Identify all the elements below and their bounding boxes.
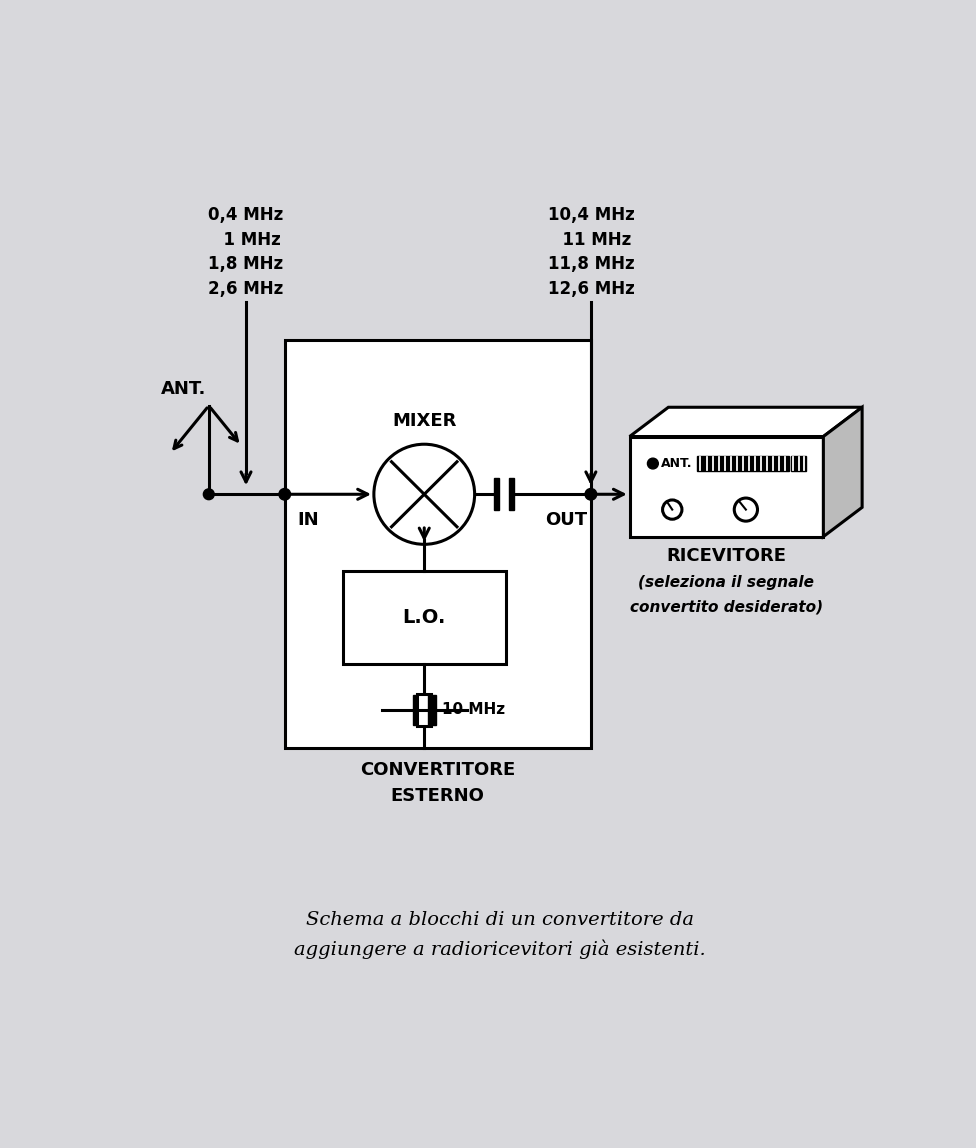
Bar xyxy=(494,478,499,511)
Bar xyxy=(418,693,431,726)
Text: (seleziona il segnale: (seleziona il segnale xyxy=(638,575,815,590)
Bar xyxy=(285,340,590,748)
Polygon shape xyxy=(630,408,862,436)
Bar xyxy=(343,572,506,664)
Text: 10 MHz: 10 MHz xyxy=(442,703,506,718)
Bar xyxy=(428,696,436,724)
Text: ESTERNO: ESTERNO xyxy=(390,786,485,805)
Text: ANT.: ANT. xyxy=(661,457,692,470)
Text: Schema a blocchi di un convertitore da: Schema a blocchi di un convertitore da xyxy=(306,912,694,930)
Text: IN: IN xyxy=(297,511,319,529)
Text: L.O.: L.O. xyxy=(402,608,446,627)
Text: 1,8 MHz: 1,8 MHz xyxy=(209,255,284,273)
Bar xyxy=(698,456,789,471)
Text: CONVERTITORE: CONVERTITORE xyxy=(360,761,515,778)
Text: 1 MHz: 1 MHz xyxy=(212,231,280,249)
Text: MIXER: MIXER xyxy=(392,412,457,430)
Bar xyxy=(630,436,824,536)
Polygon shape xyxy=(824,408,862,536)
Text: 11 MHz: 11 MHz xyxy=(550,231,631,249)
Text: 11,8 MHz: 11,8 MHz xyxy=(548,255,634,273)
Text: 10,4 MHz: 10,4 MHz xyxy=(548,205,634,224)
Text: RICEVITORE: RICEVITORE xyxy=(667,548,787,566)
Bar xyxy=(509,478,514,511)
Circle shape xyxy=(279,489,291,501)
Text: 0,4 MHz: 0,4 MHz xyxy=(208,205,284,224)
Text: 2,6 MHz: 2,6 MHz xyxy=(208,280,284,298)
Circle shape xyxy=(585,489,596,501)
Circle shape xyxy=(374,444,474,544)
Text: ANT.: ANT. xyxy=(161,380,206,398)
Text: convertito desiderato): convertito desiderato) xyxy=(630,599,823,615)
Text: OUT: OUT xyxy=(545,511,587,529)
Circle shape xyxy=(647,458,658,468)
Text: aggiungere a radioricevitori già esistenti.: aggiungere a radioricevitori già esisten… xyxy=(295,939,706,959)
Text: 12,6 MHz: 12,6 MHz xyxy=(548,280,634,298)
Bar xyxy=(791,456,806,471)
Circle shape xyxy=(203,489,214,499)
Bar xyxy=(413,696,421,724)
